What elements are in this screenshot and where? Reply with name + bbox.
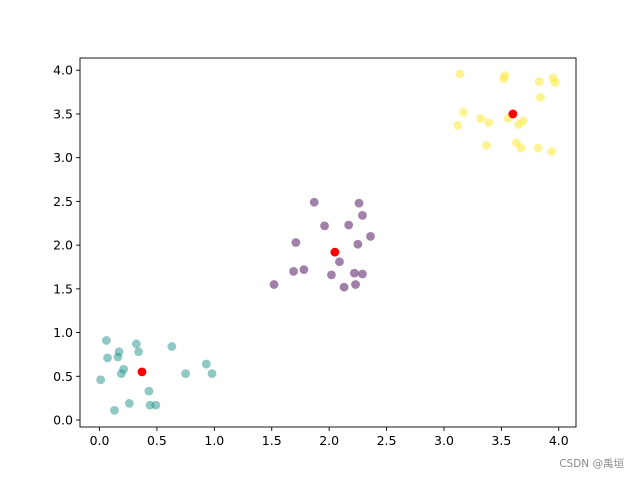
y-tick-label-1: 0.5 xyxy=(53,369,73,384)
centroid-point-3-0 xyxy=(137,367,147,377)
data-point-1-10 xyxy=(350,268,359,278)
data-point-1-13 xyxy=(354,198,364,208)
data-point-0-5 xyxy=(114,347,124,357)
data-point-0-13 xyxy=(151,400,161,410)
data-point-1-7 xyxy=(335,257,344,267)
data-point-1-14 xyxy=(358,210,367,220)
data-point-0-15 xyxy=(181,369,191,379)
data-point-0-2 xyxy=(103,353,112,363)
x-tick-label-4: 2.0 xyxy=(319,433,339,448)
data-point-2-13 xyxy=(533,143,543,153)
y-tick-label-5: 2.5 xyxy=(53,194,73,209)
x-tick-label-2: 1.0 xyxy=(204,433,224,448)
y-tick-label-7: 3.5 xyxy=(53,106,73,121)
data-point-1-2 xyxy=(291,238,301,247)
data-point-1-5 xyxy=(320,221,329,231)
data-point-1-3 xyxy=(299,265,309,275)
data-point-1-6 xyxy=(327,270,336,280)
watermark: CSDN @禹垣 xyxy=(559,458,624,470)
x-tick-label-8: 4.0 xyxy=(549,433,569,448)
y-tick-label-0: 0.0 xyxy=(53,413,73,428)
data-point-2-11 xyxy=(516,143,526,153)
axes: 0.0 0.5 1.0 1.5 2.0 2.5 3.0 3.5 4.0 0.0 0.5 1.0 1.5 2… xyxy=(53,57,577,448)
x-tick-label-0: 0.0 xyxy=(90,433,110,448)
data-point-2-4 xyxy=(482,141,491,150)
data-point-0-9 xyxy=(131,339,141,349)
x-tick-label-5: 2.5 xyxy=(377,433,397,448)
data-point-1-12 xyxy=(353,239,363,249)
data-point-2-14 xyxy=(534,77,544,87)
y-tick-label-3: 1.5 xyxy=(53,281,73,296)
data-point-0-8 xyxy=(124,398,134,408)
data-point-1-15 xyxy=(358,269,367,279)
x-tick-label-7: 3.5 xyxy=(491,433,511,448)
y-tick-label-4: 2.0 xyxy=(53,238,73,253)
data-point-1-16 xyxy=(366,231,375,241)
data-point-1-4 xyxy=(309,197,319,207)
data-point-2-7 xyxy=(500,71,510,80)
scatter-points xyxy=(96,69,560,415)
y-tick-label-8: 4.0 xyxy=(53,63,73,78)
y-tick-label-6: 3.0 xyxy=(53,150,73,165)
data-point-0-14 xyxy=(167,342,177,351)
data-point-2-2 xyxy=(459,107,468,117)
data-point-2-0 xyxy=(453,120,463,130)
data-point-2-16 xyxy=(547,147,557,156)
x-tick-label-1: 0.5 xyxy=(147,433,167,448)
x-tick-label-6: 3.0 xyxy=(434,433,454,448)
data-point-0-3 xyxy=(110,405,119,415)
data-point-0-16 xyxy=(201,359,211,369)
data-point-2-1 xyxy=(455,69,465,79)
x-tick-label-3: 1.5 xyxy=(262,433,282,448)
data-point-2-12 xyxy=(518,116,528,126)
data-point-1-0 xyxy=(269,280,279,289)
data-point-2-18 xyxy=(550,78,560,87)
y-tick-label-2: 1.0 xyxy=(53,325,73,340)
data-point-1-8 xyxy=(339,282,349,292)
plot-frame xyxy=(79,57,577,428)
data-point-0-1 xyxy=(102,336,111,345)
data-point-2-15 xyxy=(536,92,545,102)
data-point-1-1 xyxy=(289,266,298,276)
data-point-1-11 xyxy=(351,280,360,289)
centroid-point-3-2 xyxy=(508,109,518,119)
data-point-2-5 xyxy=(484,118,494,128)
data-point-0-11 xyxy=(144,386,154,396)
data-point-0-17 xyxy=(207,369,217,379)
data-point-0-7 xyxy=(119,364,129,374)
data-point-0-10 xyxy=(134,347,143,357)
centroid-point-3-1 xyxy=(330,247,340,257)
data-point-1-9 xyxy=(344,220,354,230)
data-point-0-0 xyxy=(96,375,106,385)
data-point-2-3 xyxy=(476,113,486,123)
